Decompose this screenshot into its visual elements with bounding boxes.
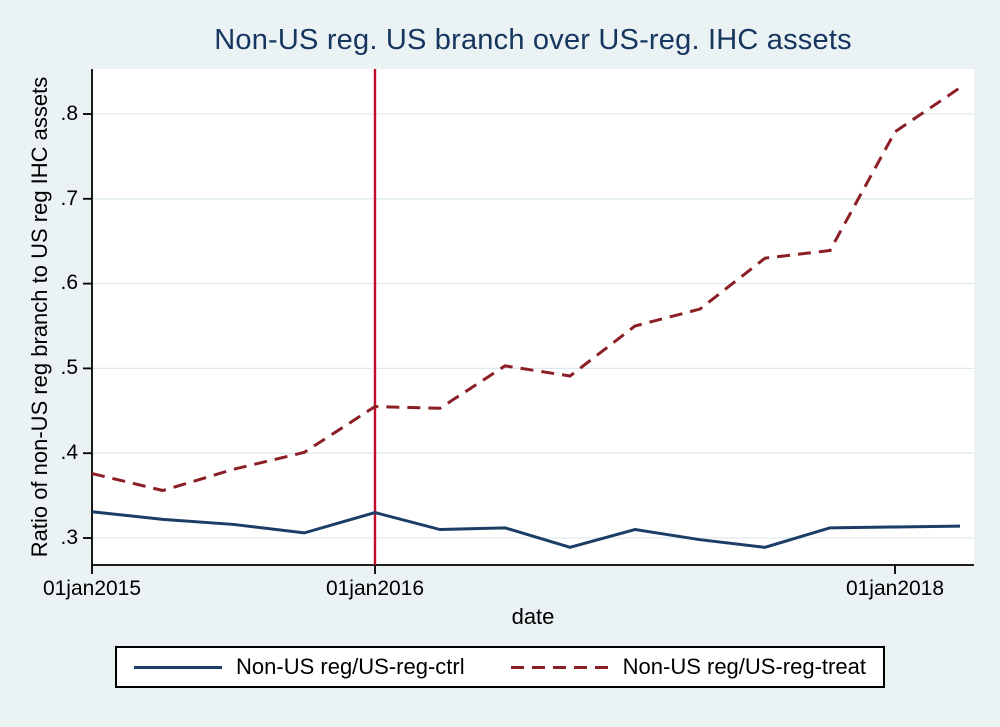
y-axis-title: Ratio of non-US reg branch to US reg IHC… (27, 76, 52, 558)
plot-area (92, 69, 974, 565)
y-tick-label: .3 (60, 526, 78, 549)
ctrl-line-swatch (134, 665, 223, 669)
y-tick-label: .7 (60, 187, 78, 210)
legend-label-treat: Non-US reg/US-reg-treat (622, 654, 866, 679)
series-line-ctrl (91, 510, 961, 549)
x-tick-label: 01jan2016 (325, 577, 425, 600)
x-tick-label: 01jan2015 (42, 577, 142, 600)
legend-item-treat: Non-US reg/US-reg-treat (510, 654, 866, 680)
chart-title: Non-US reg. US branch over US-reg. IHC a… (214, 24, 852, 56)
x-tick-label: 01jan2018 (845, 577, 945, 600)
legend: Non-US reg/US-reg-ctrl Non-US reg/US-reg… (115, 646, 885, 688)
x-axis-title: date (511, 604, 555, 629)
y-tick-label: .4 (60, 441, 78, 464)
treat-line-swatch (510, 665, 609, 669)
legend-item-ctrl: Non-US reg/US-reg-ctrl (134, 654, 465, 680)
legend-label-ctrl: Non-US reg/US-reg-ctrl (236, 654, 465, 679)
y-tick-label: .5 (60, 356, 78, 379)
y-tick-label: .6 (60, 271, 78, 294)
series-line-treat (91, 86, 961, 493)
y-tick-label: .8 (60, 102, 78, 125)
